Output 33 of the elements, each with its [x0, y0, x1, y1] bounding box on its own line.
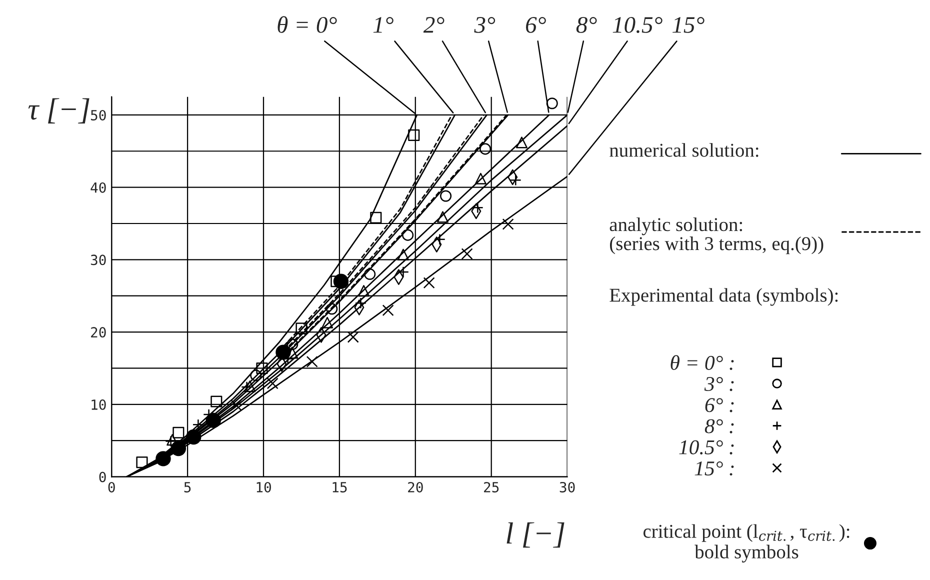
text: 6° [526, 16, 546, 33]
legend-label: θ = 0° : [670, 355, 734, 370]
y-tick-label: 40 [90, 182, 106, 193]
text: 8° [576, 16, 597, 33]
legend-label: 10.5° : [679, 440, 734, 454]
text: 15° [672, 16, 704, 33]
x-tick-label: 15 [332, 482, 347, 492]
x-tick-label: 25 [484, 482, 499, 492]
text: 10.5° [612, 16, 662, 34]
x-axis-title: l [−] [506, 522, 564, 548]
y-tick-label: 10 [92, 399, 106, 410]
text: critical point (l$_{crit.}$, τ$_{crit.}$): bold symbols [643, 524, 850, 562]
x-tick-label: 20 [408, 482, 423, 492]
y-tick-label: 30 [90, 254, 106, 266]
x-tick-label: 10 [256, 482, 271, 492]
y-tick-label: 20 [91, 327, 106, 338]
legend-label: 6° : [705, 398, 734, 412]
text: 3° [474, 16, 496, 33]
y-tick-label: 0 [99, 472, 106, 482]
text: θ = 0° [278, 16, 337, 33]
y-axis-title: τ [−] [28, 98, 90, 124]
text: Experimental data (symbols): [610, 288, 838, 306]
x-tick-label: 30 [560, 482, 575, 492]
x-tick-label: 0 [108, 482, 115, 492]
legend-label: 15° : [694, 461, 734, 476]
x-tick-label: 5 [184, 482, 191, 492]
legend-label: 8° : [704, 419, 734, 434]
text: numerical solution: [610, 143, 758, 157]
y-tick-label: 50 [90, 110, 106, 120]
legend-label: 3° : [704, 376, 734, 392]
text: 2° [423, 16, 444, 33]
text: 1° [373, 16, 394, 33]
legend-label: analytic solution: (series with 3 terms, eq.(9)) [610, 218, 824, 254]
